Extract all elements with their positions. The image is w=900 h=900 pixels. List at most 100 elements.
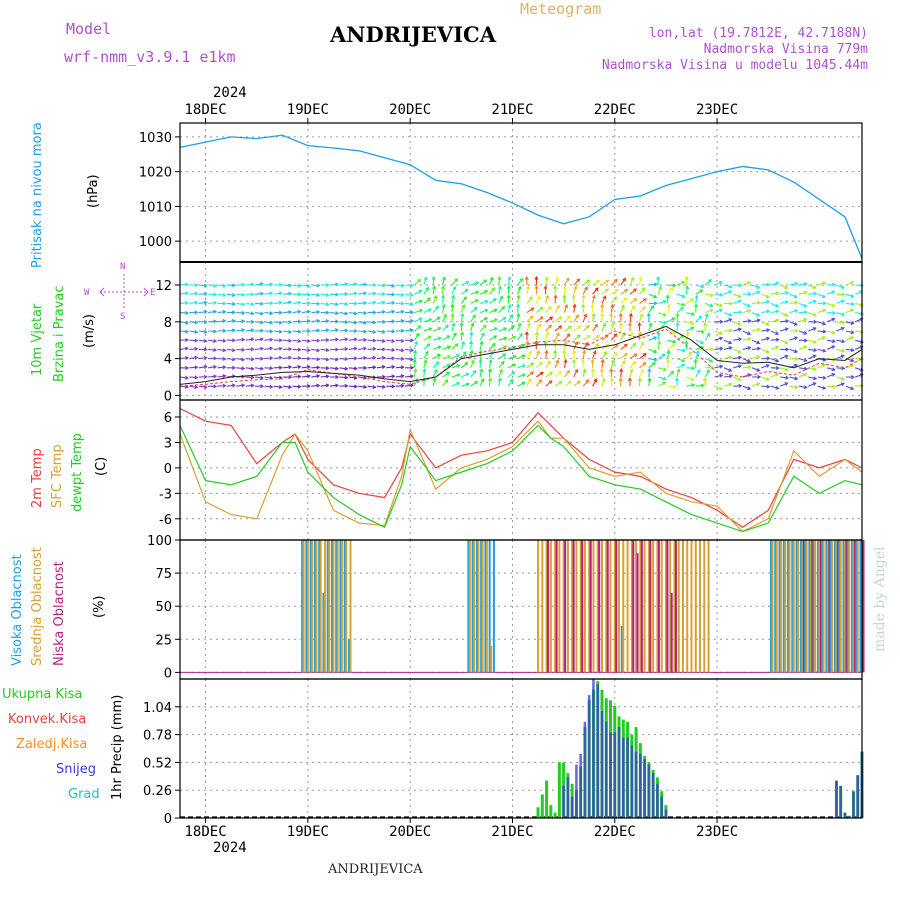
wind-arrow-head	[582, 349, 587, 354]
wind-arrow	[423, 351, 429, 359]
wind-arrow-head	[460, 312, 465, 317]
wind-arrow-head	[297, 347, 302, 352]
wind-arrow	[414, 300, 423, 304]
wind-arrow-head	[648, 322, 653, 327]
wind-arrow	[629, 369, 633, 378]
wind-arrow-head	[475, 281, 480, 286]
wind-arrow-head	[656, 275, 661, 280]
x-label-top: 19DEC	[287, 102, 329, 118]
temp-dewpt-line	[179, 424, 863, 533]
wind-arrow-head	[231, 310, 236, 315]
wind-arrow	[761, 376, 770, 381]
wind-arrow	[283, 311, 292, 314]
wind-arrow-head	[391, 374, 396, 379]
wind-arrow	[479, 325, 487, 332]
wind-arrow-head	[669, 287, 674, 292]
wind-arrow-head	[685, 285, 690, 290]
wind-arrow	[198, 301, 207, 304]
wind-arrow	[264, 338, 273, 341]
y-tick-label-precip: 0	[164, 812, 172, 827]
wind-arrow-head	[840, 299, 845, 304]
wind-arrow-head	[203, 347, 208, 352]
wind-arrow-head	[794, 281, 799, 286]
wind-arrow	[451, 333, 457, 341]
wind-arrow	[460, 313, 464, 322]
wind-arrow-head	[194, 365, 199, 370]
wind-arrow-head	[601, 377, 606, 382]
wind-arrow-head	[222, 301, 227, 306]
wind-arrow-head	[803, 372, 808, 377]
wind-arrow	[442, 335, 450, 341]
wind-arrow	[498, 286, 502, 295]
model-name: wrf-nmm_v3.9.1 e1km	[64, 48, 236, 66]
wind-arrow-head	[737, 299, 742, 304]
wind-arrow-head	[691, 366, 696, 371]
wind-arrow-head	[391, 319, 396, 324]
cloud-high-bar	[492, 540, 495, 673]
wind-arrow-head	[556, 332, 560, 337]
wind-arrow	[573, 325, 581, 332]
wind-arrow	[723, 356, 732, 360]
wind-arrow-head	[456, 373, 461, 378]
cloud-low-bar	[589, 540, 592, 673]
y-tick-label-wind: 4	[164, 353, 172, 368]
wind-arrow-head	[462, 351, 467, 356]
wind-arrow	[808, 354, 816, 360]
model-elevation-text: Nadmorska Visina u modelu 1045.44m	[601, 58, 868, 73]
wind-arrow-head	[480, 378, 485, 383]
precip-snow-bar	[570, 796, 574, 818]
wind-arrow-head	[593, 378, 598, 383]
wind-arrow-head	[260, 301, 265, 306]
wind-arrow	[535, 323, 541, 332]
wind-arrow	[311, 311, 320, 314]
wind-arrow	[320, 293, 329, 296]
wind-arrow-head	[511, 324, 515, 329]
wind-arrow	[273, 292, 282, 295]
wind-arrow	[414, 279, 421, 286]
wind-arrow	[470, 370, 477, 378]
wind-arrow	[226, 384, 235, 387]
wind-arrow-head	[490, 350, 494, 355]
wind-arrow	[611, 289, 619, 295]
wind-arrow-head	[794, 385, 799, 390]
wind-arrow-head	[831, 339, 836, 344]
wind-arrow-head	[832, 310, 837, 315]
wind-arrow	[667, 371, 674, 378]
wind-arrow	[442, 277, 446, 286]
wind-arrow-head	[696, 369, 701, 374]
wind-arrow	[198, 311, 207, 314]
wind-arrow	[704, 358, 713, 363]
wind-arrow-head	[502, 317, 507, 321]
wind-arrow	[386, 302, 395, 304]
wind-arrow-head	[203, 329, 208, 334]
wind-arrow-head	[590, 303, 595, 308]
wind-arrow	[714, 302, 723, 307]
wind-arrow-head	[222, 374, 227, 379]
wind-arrow-head	[288, 384, 293, 389]
wind-arrow-head	[775, 373, 780, 377]
wind-arrow	[189, 366, 198, 369]
wind-arrow	[301, 375, 310, 378]
wind-arrow-head	[400, 328, 405, 333]
wind-arrow	[658, 300, 667, 304]
wind-arrow-head	[363, 337, 368, 342]
wind-arrow-head	[672, 330, 677, 335]
wind-arrow-head	[417, 278, 422, 283]
wind-arrow	[723, 367, 732, 372]
wind-arrow-head	[681, 302, 686, 307]
wind-arrow	[761, 300, 770, 304]
wind-arrow	[845, 348, 854, 351]
cloud-high-bar	[774, 540, 777, 673]
cloud-mid-bar	[626, 540, 629, 673]
wind-arrow-head	[555, 276, 559, 281]
wind-arrow	[245, 329, 254, 332]
wind-arrow	[311, 320, 320, 323]
wind-arrow	[817, 309, 826, 314]
wind-arrow-head	[194, 338, 199, 343]
wind-arrow-head	[614, 289, 619, 293]
wind-arrow	[198, 357, 207, 360]
wind-arrow-head	[581, 303, 586, 308]
wind-arrow	[479, 359, 482, 368]
wind-arrow	[283, 339, 292, 342]
